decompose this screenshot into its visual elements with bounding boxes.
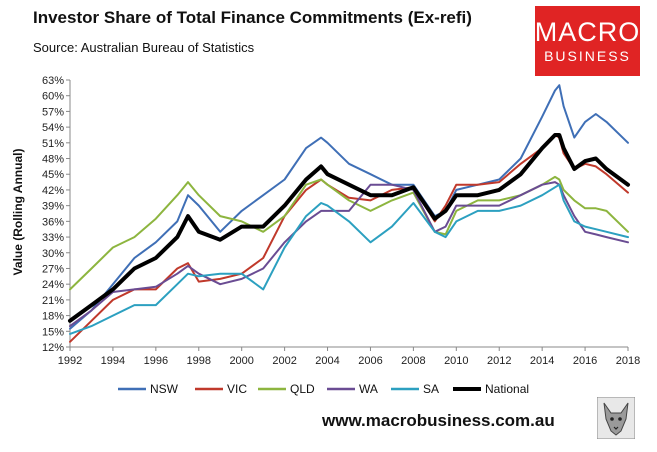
x-tick-label: 1998 bbox=[187, 355, 211, 367]
x-tick-label: 2002 bbox=[272, 355, 296, 367]
x-tick-label: 2016 bbox=[573, 355, 597, 367]
y-tick-label: 30% bbox=[42, 248, 64, 260]
wolf-mascot-icon bbox=[597, 397, 635, 439]
x-tick-label: 1996 bbox=[144, 355, 168, 367]
x-tick-labels: 1992 1994 1996 1998 2000 2002 2004 2006 2008 2010… bbox=[58, 347, 640, 367]
x-tick-label: 2010 bbox=[444, 355, 468, 367]
series-line-vic bbox=[69, 134, 629, 343]
logo-line1: MACRO bbox=[534, 17, 641, 47]
series-line-national bbox=[68, 133, 630, 323]
y-tick-label: 60% bbox=[42, 91, 64, 103]
legend-label-qld: QLD bbox=[290, 382, 315, 396]
y-tick-label: 54% bbox=[42, 122, 64, 134]
logo-line2: BUSINESS bbox=[544, 48, 631, 64]
y-tick-label: 36% bbox=[42, 216, 64, 228]
series-line-nsw bbox=[69, 84, 629, 330]
macrobusiness-logo: MACRO BUSINESS bbox=[535, 6, 640, 76]
y-tick-label: 18% bbox=[42, 311, 64, 323]
x-tick-label: 1994 bbox=[101, 355, 125, 367]
series-line-qld bbox=[69, 175, 629, 291]
legend-label-sa: SA bbox=[423, 382, 439, 396]
y-tick-label: 15% bbox=[42, 326, 64, 338]
x-tick-label: 2000 bbox=[229, 355, 253, 367]
x-tick-label: 2008 bbox=[401, 355, 425, 367]
x-tick-label: 2006 bbox=[358, 355, 382, 367]
y-tick-labels: 12% 15% 18% 21% 24% 27% 30% 33% 36% 39% 42% 45% 48% 5… bbox=[42, 75, 70, 354]
series-lines bbox=[68, 84, 630, 343]
website-url[interactable]: www.macrobusiness.com.au bbox=[322, 411, 555, 430]
y-tick-label: 24% bbox=[42, 279, 64, 291]
y-tick-label: 12% bbox=[42, 342, 64, 354]
x-tick-label: 2004 bbox=[315, 355, 339, 367]
chart-axes bbox=[69, 80, 628, 348]
chart-legend: NSW VIC QLD WA SA National bbox=[118, 382, 529, 396]
y-tick-label: 42% bbox=[42, 185, 64, 197]
x-tick-label: 2012 bbox=[487, 355, 511, 367]
y-tick-label: 51% bbox=[42, 138, 64, 150]
y-tick-label: 21% bbox=[42, 295, 64, 307]
legend-label-national: National bbox=[485, 382, 529, 396]
y-tick-label: 27% bbox=[42, 263, 64, 275]
legend-label-wa: WA bbox=[359, 382, 378, 396]
chart-source: Source: Australian Bureau of Statistics bbox=[33, 40, 255, 55]
x-tick-label: 2014 bbox=[530, 355, 554, 367]
x-tick-label: 2018 bbox=[616, 355, 640, 367]
y-axis-label: Value (Rolling Annual) bbox=[11, 149, 25, 276]
y-tick-label: 39% bbox=[42, 201, 64, 213]
x-tick-label: 1992 bbox=[58, 355, 82, 367]
y-tick-label: 57% bbox=[42, 106, 64, 118]
legend-label-nsw: NSW bbox=[150, 382, 179, 396]
series-line-sa bbox=[69, 183, 629, 335]
y-tick-label: 63% bbox=[42, 75, 64, 87]
chart-title: Investor Share of Total Finance Commitme… bbox=[33, 8, 472, 27]
y-tick-label: 33% bbox=[42, 232, 64, 244]
legend-label-vic: VIC bbox=[227, 382, 247, 396]
y-tick-label: 48% bbox=[42, 154, 64, 166]
y-tick-label: 45% bbox=[42, 169, 64, 181]
